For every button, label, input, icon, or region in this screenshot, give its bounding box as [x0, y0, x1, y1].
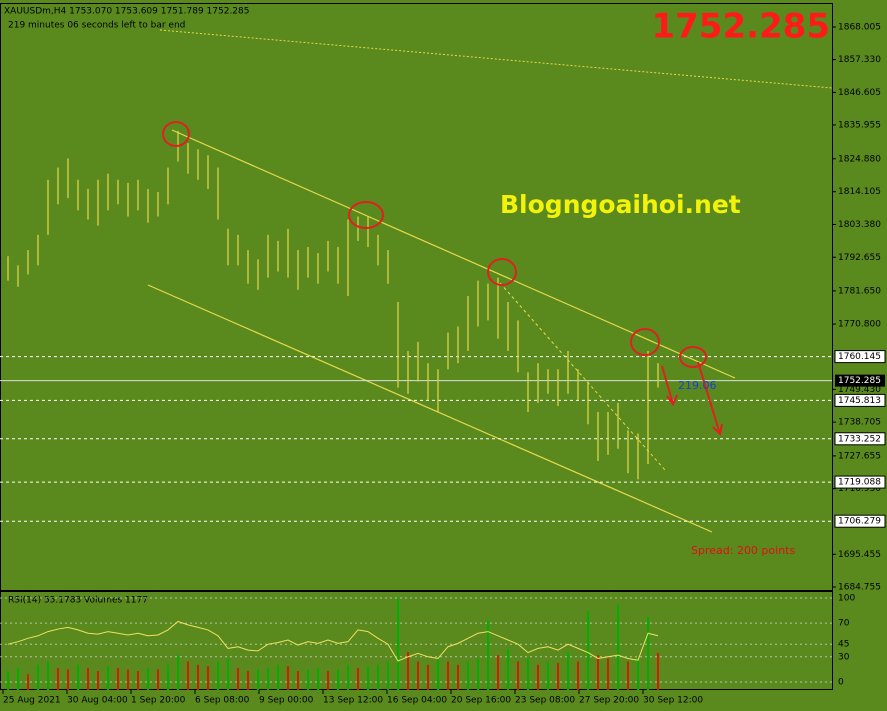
- circle: [162, 121, 190, 147]
- y-tick-label: 100: [838, 593, 855, 603]
- rsi-line: [7, 620, 659, 662]
- x-tick-label: 30 Aug 04:00: [67, 696, 128, 706]
- timer: 219 minutes 06 seconds left to bar end: [8, 21, 185, 31]
- x-tick-label: 6 Sep 08:00: [195, 696, 250, 706]
- y-tick-label: 1684.755: [838, 582, 881, 592]
- x-tick-label: 30 Sep 12:00: [643, 696, 703, 706]
- channel-upper: [171, 129, 736, 379]
- y-tick-label: 1749.430: [838, 385, 881, 395]
- price-frame: [0, 3, 833, 591]
- circle: [487, 258, 517, 286]
- level-box: [834, 514, 886, 528]
- x-tick-label: 23 Sep 08:00: [515, 696, 575, 706]
- current-price-label: 1752.285: [838, 376, 881, 386]
- x-tick-label: 27 Sep 20:00: [579, 696, 639, 706]
- y-tick-label: 1868.005: [838, 22, 881, 32]
- y-tick-label: 1727.655: [838, 451, 881, 461]
- y-tick-label: 45: [838, 640, 849, 650]
- level-label: 1733.252: [838, 434, 881, 444]
- y-tick-label: 1770.800: [838, 320, 881, 330]
- x-tick-label: 16 Sep 04:00: [387, 696, 447, 706]
- x-tick-label: 9 Sep 00:00: [259, 696, 314, 706]
- y-tick-label: 1824.880: [838, 154, 881, 164]
- y-tick-label: 1846.605: [838, 88, 881, 98]
- watermark: Blogngoaihoi.net: [500, 190, 741, 219]
- y-tick-label: 1716.930: [838, 484, 881, 494]
- circle: [630, 328, 660, 356]
- level-label: 1760.145: [838, 352, 881, 362]
- level-box: [834, 393, 886, 407]
- spread: Spread: 200 points: [691, 544, 795, 557]
- y-tick-label: 1857.330: [838, 55, 881, 65]
- channel-lower: [147, 284, 713, 533]
- symbol-line: XAUUSDm,H4 1753.070 1753.609 1751.789 17…: [4, 7, 249, 17]
- circle: [679, 346, 707, 368]
- indicator-title: RSI(14) 55.1783 Volumes 1177: [8, 596, 148, 606]
- y-tick-label: 70: [838, 619, 850, 629]
- y-tick-label: 1695.455: [838, 550, 881, 560]
- level-box: [834, 350, 886, 364]
- x-tick-label: 20 Sep 16:00: [451, 696, 511, 706]
- y-tick-label: 1814.105: [838, 187, 881, 197]
- indicator-frame: [0, 591, 833, 690]
- annotations: [162, 121, 723, 437]
- price-display: 1752.285: [651, 7, 830, 47]
- arrow: [661, 365, 678, 406]
- trend-line-dotted: [159, 29, 833, 89]
- y-tick-label: 1792.655: [838, 253, 881, 263]
- circle: [348, 201, 384, 229]
- y-tick-label: 0: [838, 678, 844, 688]
- x-tick-label: 1 Sep 20:00: [131, 696, 186, 706]
- current-price-box: [835, 374, 885, 387]
- arrow: [697, 361, 723, 437]
- object-label: 219.06: [678, 379, 717, 392]
- y-tick-label: 30: [838, 652, 850, 662]
- y-tick-label: 1835.955: [838, 120, 881, 130]
- level-box: [834, 432, 886, 446]
- y-tick-label: 1738.705: [838, 418, 881, 428]
- x-tick-label: 25 Aug 2021: [3, 696, 61, 706]
- level-label: 1719.088: [838, 478, 881, 488]
- y-tick-label: 1781.650: [838, 286, 881, 296]
- level-box: [834, 475, 886, 489]
- level-label: 1706.279: [838, 517, 881, 527]
- y-tick-label: 1803.380: [838, 220, 881, 230]
- x-tick-label: 13 Sep 12:00: [323, 696, 383, 706]
- level-label: 1745.813: [838, 396, 881, 406]
